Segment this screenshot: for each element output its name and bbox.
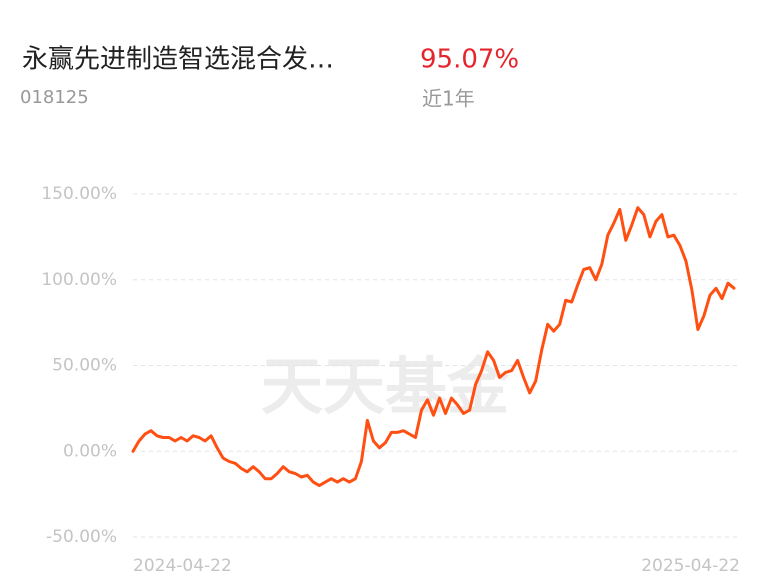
fund-code: 018125 (20, 87, 89, 108)
y-tick-label: 0.00% (63, 441, 117, 461)
y-tick-label: -50.00% (46, 527, 117, 547)
period: 近1年 (422, 87, 475, 111)
y-tick-label: 50.00% (52, 356, 117, 376)
line (131, 206, 736, 488)
x-tick-label: 2025-04-22 (641, 556, 740, 576)
y-tick-label: 150.00% (41, 184, 117, 204)
y-tick-label: 100.00% (41, 270, 117, 290)
watermark: 天天基金 (261, 350, 510, 423)
fund-return: 95.07% (420, 45, 519, 75)
fund-title: 永赢先进制造智选混合发… (22, 45, 334, 75)
x-tick-label: 2024-04-22 (133, 556, 232, 576)
